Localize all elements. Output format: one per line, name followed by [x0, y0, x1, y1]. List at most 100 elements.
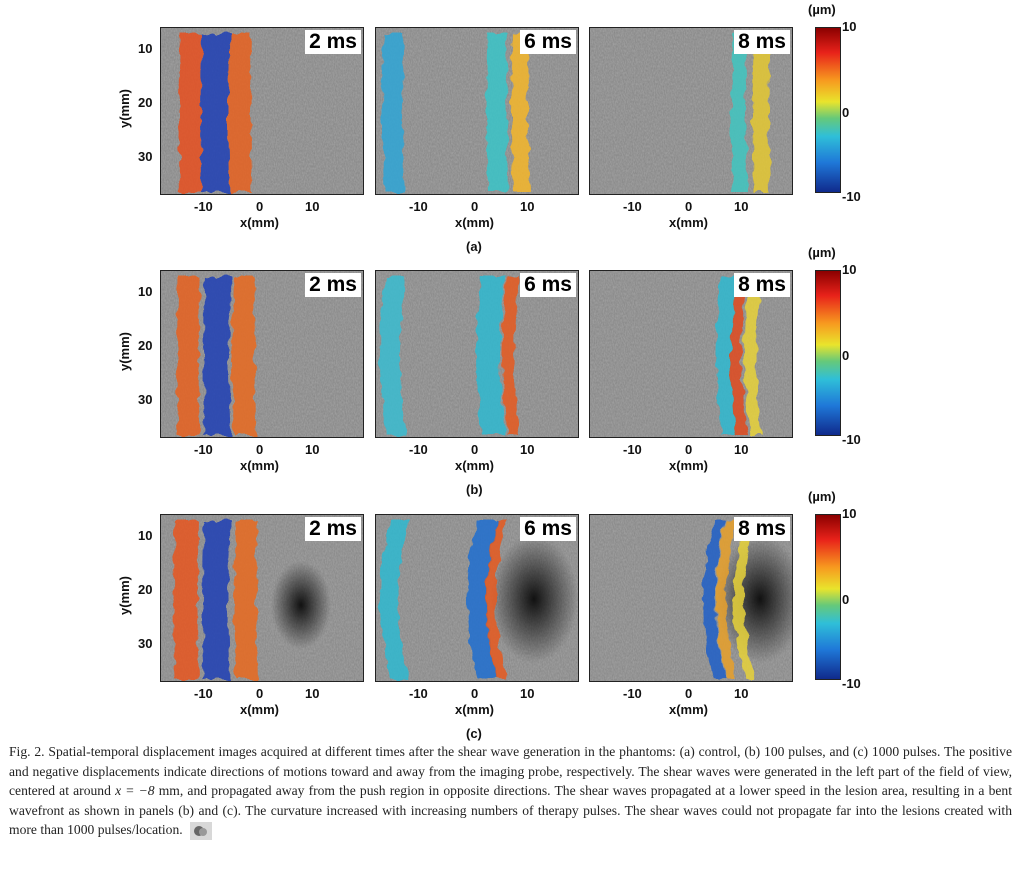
wave-band [178, 34, 202, 192]
x-axis-label: x(mm) [669, 215, 709, 230]
y-axis-label: y(mm) [117, 331, 133, 372]
x-tick-label: 0 [471, 442, 479, 457]
x-axis-label: x(mm) [669, 702, 709, 717]
displacement-map [590, 28, 792, 194]
wave-band [234, 521, 258, 679]
displacement-map [590, 515, 792, 681]
x-axis-label: x(mm) [455, 702, 495, 717]
x-tick-label: 0 [471, 199, 479, 214]
x-tick-label: 10 [734, 199, 749, 214]
wave-band [176, 277, 200, 435]
x-axis-label: x(mm) [240, 458, 280, 473]
x-tick-label: -10 [409, 199, 428, 214]
y-tick-label: 30 [138, 149, 153, 164]
colorbar-mid: 0 [842, 105, 850, 120]
x-tick-label: 0 [685, 442, 693, 457]
time-label: 2 ms [305, 273, 361, 297]
wave-band [476, 277, 506, 435]
wave-band [744, 277, 762, 435]
wave-band [173, 521, 199, 679]
wave-band [380, 521, 409, 679]
colorbar-unit: (µm) [808, 489, 836, 504]
ultrasound-panel: 2 ms [160, 270, 364, 438]
x-tick-label: -10 [409, 442, 428, 457]
x-tick-label: 0 [471, 686, 479, 701]
x-tick-label: -10 [194, 686, 213, 701]
time-label: 8 ms [734, 30, 790, 54]
lesion-region [271, 561, 331, 649]
time-label: 6 ms [520, 517, 576, 541]
x-tick-label: 0 [256, 199, 264, 214]
wave-band [486, 34, 508, 192]
wave-band [716, 521, 737, 679]
wave-band [752, 34, 770, 192]
ultrasound-panel: 6 ms [375, 514, 579, 682]
y-tick-label: 20 [138, 95, 153, 110]
x-tick-label: 10 [734, 686, 749, 701]
x-tick-label: -10 [194, 199, 213, 214]
colorbar [815, 27, 841, 193]
x-tick-label: 0 [256, 686, 264, 701]
y-tick-label: 30 [138, 392, 153, 407]
x-tick-label: 0 [685, 686, 693, 701]
displacement-map [161, 515, 363, 681]
colorbar-unit: (µm) [808, 245, 836, 260]
time-label: 8 ms [734, 273, 790, 297]
colorbar-max: 10 [842, 506, 857, 521]
caption-text-2: mm, and propagated away from the push re… [9, 783, 1012, 838]
x-tick-label: -10 [623, 442, 642, 457]
y-tick-label: 10 [138, 284, 153, 299]
x-axis-label: x(mm) [240, 215, 280, 230]
lesion-region [490, 535, 578, 663]
x-tick-label: 10 [734, 442, 749, 457]
time-label: 6 ms [520, 273, 576, 297]
media-icon[interactable] [190, 822, 213, 841]
wave-band [731, 277, 747, 435]
figure-caption: Fig. 2. Spatial-temporal displacement im… [9, 742, 1012, 841]
y-tick-label: 10 [138, 41, 153, 56]
colorbar-unit: (µm) [808, 2, 836, 17]
x-tick-label: 0 [256, 442, 264, 457]
x-axis-label: x(mm) [240, 702, 280, 717]
colorbar-mid: 0 [842, 348, 850, 363]
y-axis-label: y(mm) [117, 88, 133, 129]
wave-band [467, 521, 498, 679]
x-tick-label: 10 [305, 199, 320, 214]
caption-math: x = −8 [115, 783, 155, 799]
colorbar-min: -10 [842, 432, 861, 447]
wave-band [703, 521, 726, 679]
wave-band [502, 277, 520, 435]
ultrasound-panel: 8 ms [589, 270, 793, 438]
x-tick-label: 10 [520, 442, 535, 457]
caption-text-1: Fig. 2. Spatial-temporal displacement im… [9, 744, 1012, 799]
lesion-region [716, 535, 792, 663]
displacement-map [161, 28, 363, 194]
x-tick-label: -10 [623, 686, 642, 701]
panel-sublabel: (a) [466, 239, 482, 254]
colorbar-mid: 0 [842, 592, 850, 607]
x-axis-label: x(mm) [455, 458, 495, 473]
time-label: 6 ms [520, 30, 576, 54]
wave-band [380, 277, 406, 435]
wave-band [731, 34, 747, 192]
displacement-map [590, 271, 792, 437]
x-tick-label: -10 [194, 442, 213, 457]
wave-band [200, 34, 230, 192]
ultrasound-panel: 6 ms [375, 27, 579, 195]
colorbar-min: -10 [842, 189, 861, 204]
panel-sublabel: (c) [466, 726, 482, 741]
x-tick-label: 10 [520, 686, 535, 701]
wave-band [228, 34, 252, 192]
wave-band [203, 277, 231, 435]
wave-band [202, 521, 230, 679]
displacement-map [376, 515, 578, 681]
y-tick-label: 20 [138, 582, 153, 597]
ultrasound-panel: 8 ms [589, 27, 793, 195]
x-tick-label: -10 [623, 199, 642, 214]
ultrasound-panel: 2 ms [160, 514, 364, 682]
x-tick-label: 0 [685, 199, 693, 214]
x-tick-label: 10 [520, 199, 535, 214]
panel-sublabel: (b) [466, 482, 483, 497]
time-label: 8 ms [734, 517, 790, 541]
y-tick-label: 20 [138, 338, 153, 353]
